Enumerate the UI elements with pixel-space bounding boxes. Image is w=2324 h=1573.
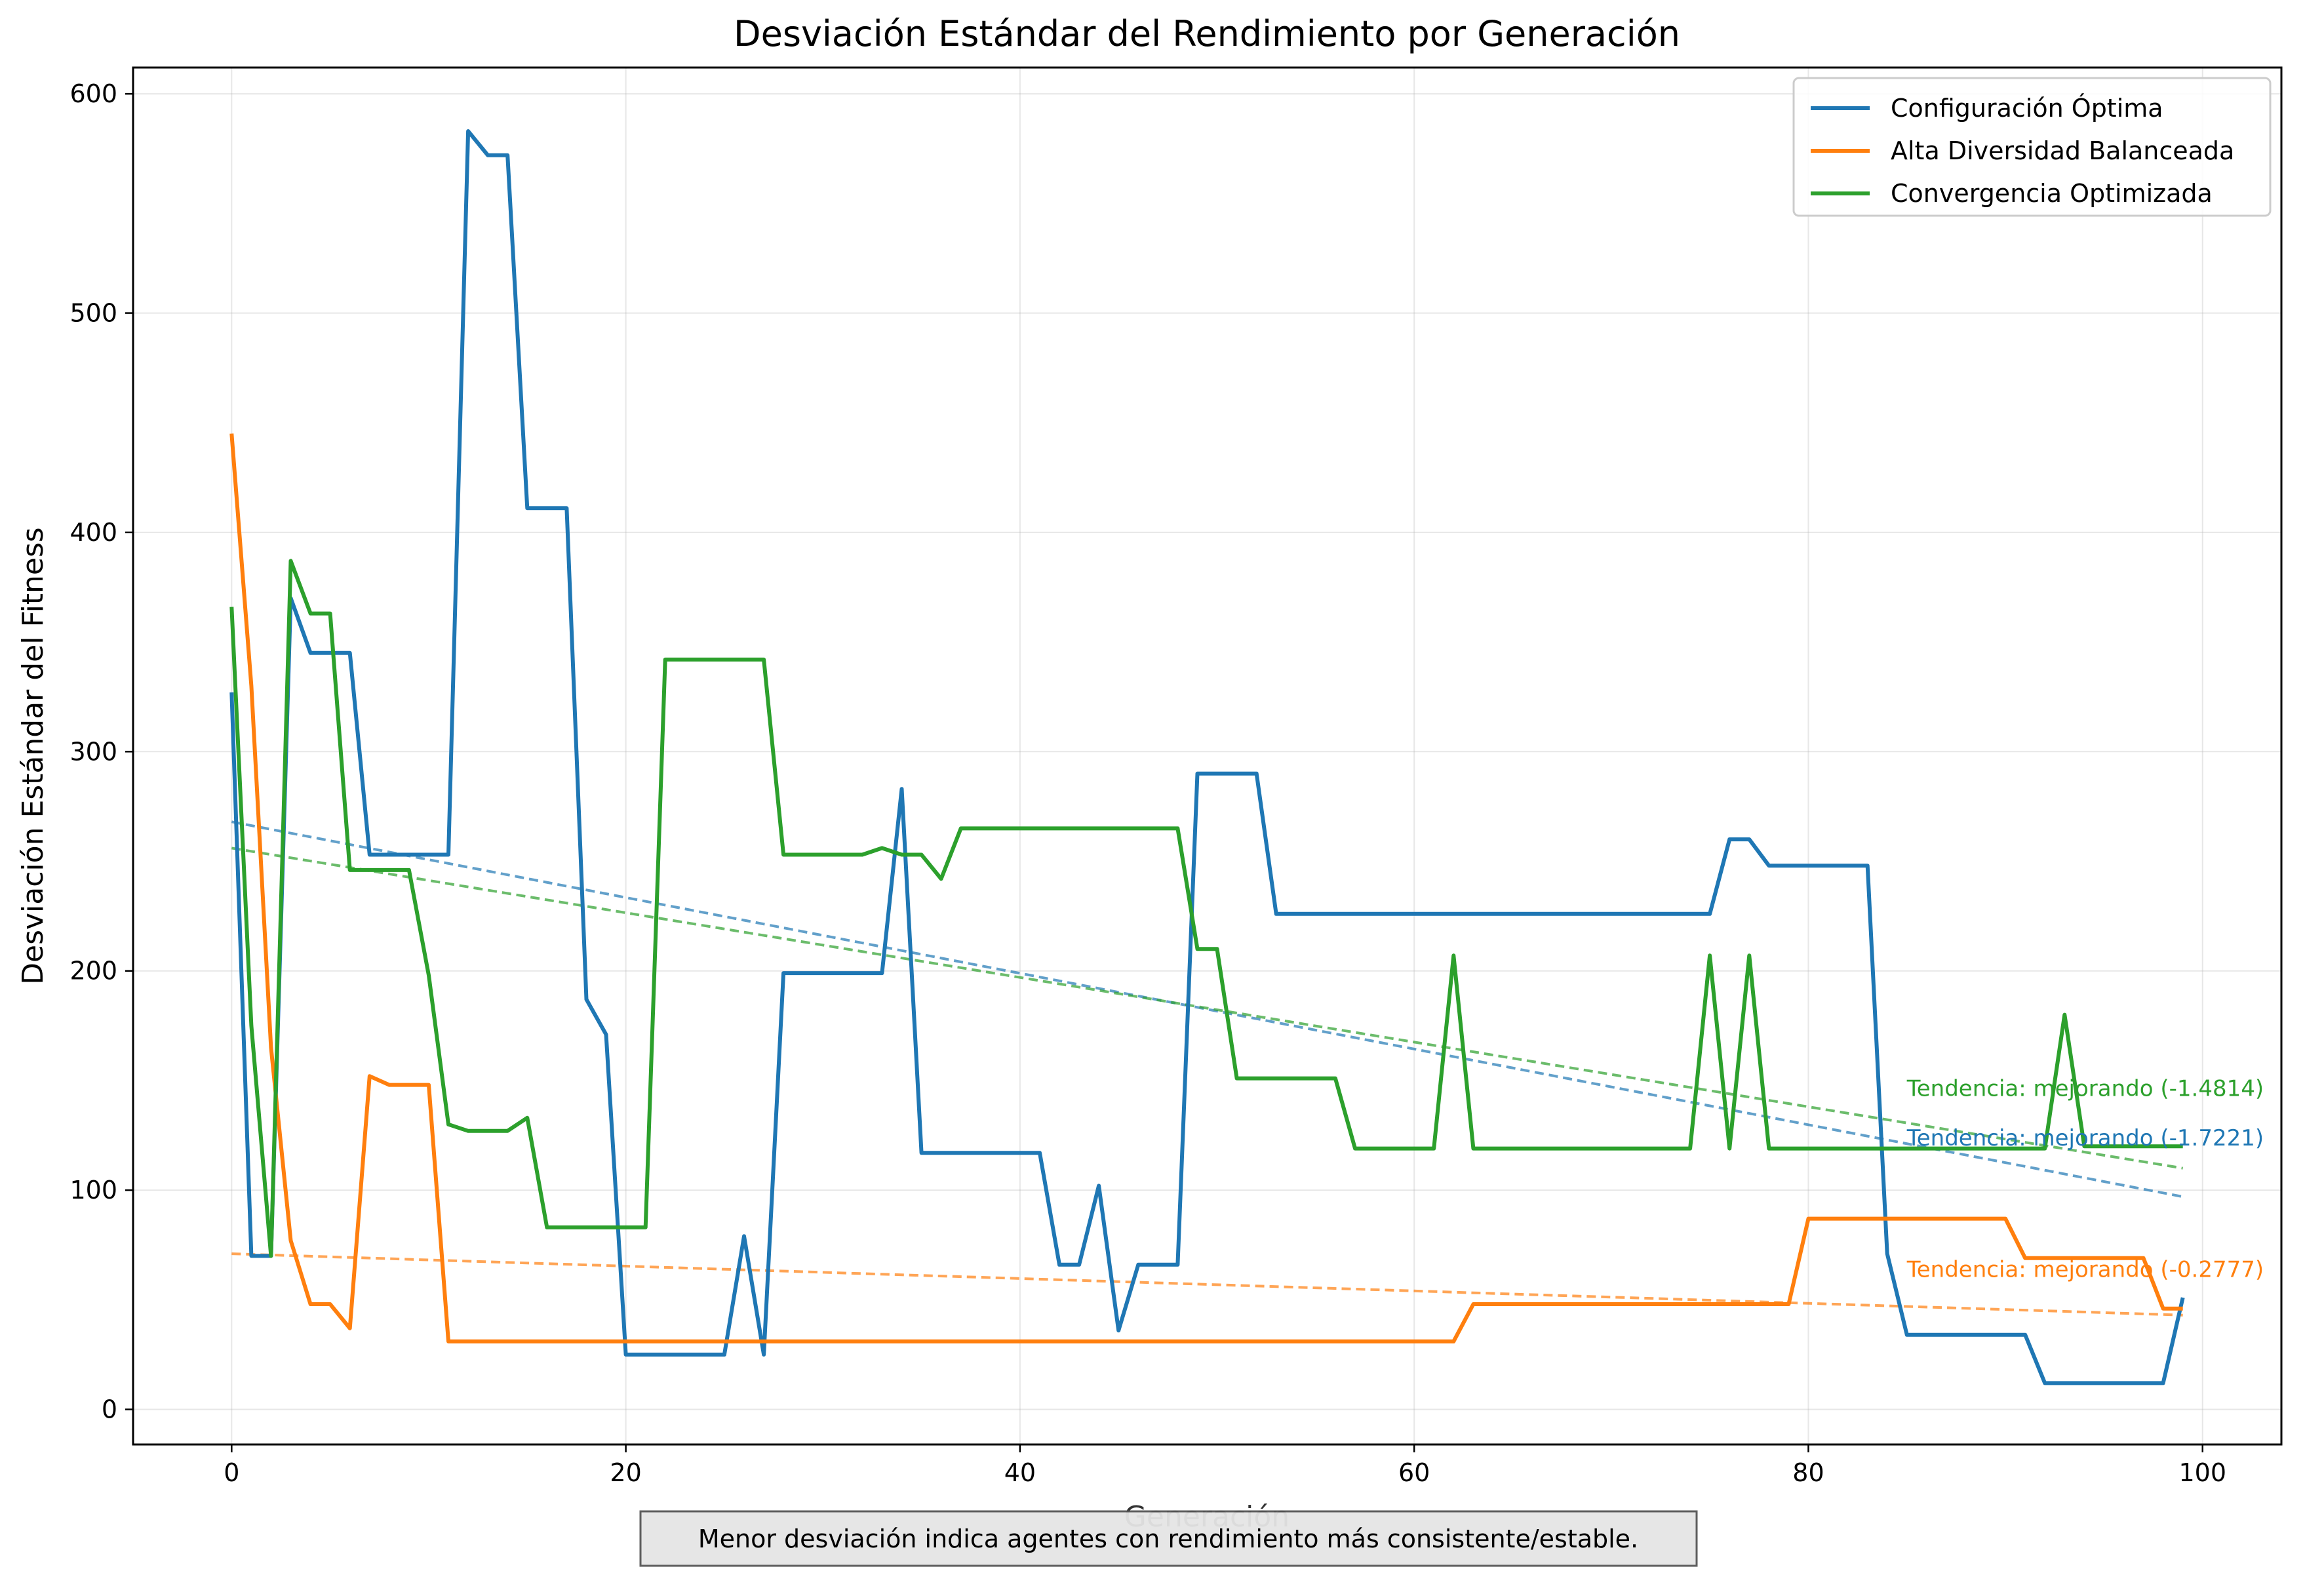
- y-tick-label: 500: [69, 299, 117, 328]
- series-lines: [229, 129, 2185, 1385]
- y-axis-label: Desviación Estándar del Fitness: [16, 527, 50, 985]
- trend-label: Tendencia: mejorando (-1.4814): [1906, 1076, 2264, 1102]
- series-line: [229, 559, 2183, 1258]
- x-tick-label: 100: [2178, 1458, 2226, 1487]
- trend-lines: [231, 820, 2184, 1317]
- y-tick-label: 400: [69, 518, 117, 547]
- trend-labels: Tendencia: mejorando (-1.7221) Tendencia:…: [1906, 1076, 2264, 1283]
- chart-title: Desviación Estándar del Rendimiento por …: [734, 13, 1680, 54]
- trend-label: Tendencia: mejorando (-0.2777): [1906, 1257, 2264, 1283]
- legend-frame: [1792, 77, 2272, 217]
- x-tick-label: 0: [224, 1458, 239, 1487]
- x-tick-label: 40: [1004, 1458, 1036, 1487]
- trend-label: Tendencia: mejorando (-1.7221): [1906, 1125, 2264, 1151]
- series-line: [229, 433, 2183, 1344]
- y-tick-label: 100: [69, 1176, 117, 1205]
- y-tick-label: 300: [69, 737, 117, 766]
- y-tick-label: 200: [69, 957, 117, 986]
- plot-frame: [132, 66, 2283, 1446]
- footnote-box: Menor desviación indica agentes con rend…: [639, 1510, 1698, 1567]
- legend-label: Convergencia Optimizada: [1891, 179, 2213, 208]
- trend-line: [231, 846, 2184, 1170]
- trend-line: [231, 1252, 2183, 1317]
- legend: Configuración Óptima Alta Diversidad Bala…: [1792, 77, 2272, 217]
- x-tick-label: 20: [610, 1458, 641, 1487]
- x-tick-label: 60: [1398, 1458, 1430, 1487]
- y-tick-label: 0: [102, 1395, 117, 1424]
- footnote-text: Menor desviación indica agentes con rend…: [698, 1524, 1638, 1553]
- x-tick-label: 80: [1792, 1458, 1824, 1487]
- legend-label: Alta Diversidad Balanceada: [1891, 136, 2234, 165]
- series-line: [229, 129, 2185, 1385]
- axis-ticks: 0 20 40 60 80 100 0 100 200 300 400 500 600: [69, 79, 2226, 1487]
- legend-label: Configuración Óptima: [1891, 94, 2163, 123]
- y-tick-label: 600: [69, 79, 117, 108]
